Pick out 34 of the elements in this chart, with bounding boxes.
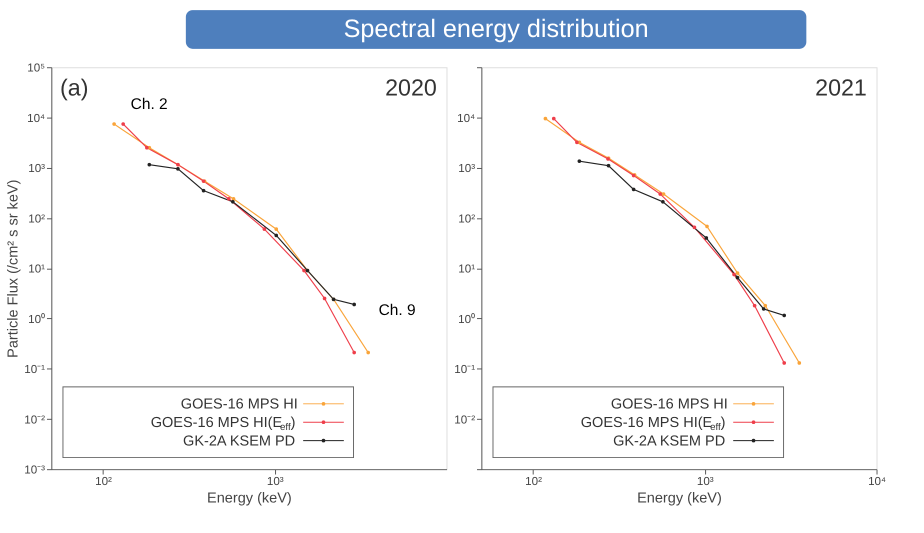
y-tick-label: 10¹ (458, 262, 476, 276)
legend-label: GOES-16 MPS HI (610, 396, 728, 413)
chart-title: Spectral energy distribution (344, 15, 649, 44)
y-tick-label: 10² (28, 212, 46, 226)
y-tick-label: 10³ (458, 162, 476, 176)
annotation: (a) (60, 74, 88, 100)
legend-label: GK-2A KSEM PD (183, 433, 296, 450)
annotation: Ch. 2 (130, 96, 168, 113)
x-tick-label: 10² (95, 475, 112, 488)
y-tick-label: 10⁻² (454, 413, 476, 426)
x-tick-label: 10⁴ (868, 475, 886, 488)
y-tick-label: 10⁴ (457, 112, 476, 125)
legend-label: GOES-16 MPS HI (180, 396, 298, 413)
annotation: 2020 (385, 74, 437, 100)
y-tick-label: 10² (458, 212, 476, 226)
x-tick-label: 10² (525, 475, 542, 488)
y-tick-label: 10⁵ (27, 62, 46, 75)
legend-label: GK-2A KSEM PD (613, 433, 726, 450)
y-tick-label: 10⁻¹ (24, 363, 46, 376)
x-axis-title: Energy (keV) (207, 490, 292, 507)
y-tick-label: 10¹ (28, 262, 46, 276)
y-tick-label: 10⁰ (28, 312, 46, 326)
y-tick-label: 10⁻² (24, 413, 46, 426)
y-tick-label: 10³ (28, 162, 46, 176)
y-tick-label: 10⁴ (27, 112, 46, 125)
y-axis-title: Particle Flux (/cm² s sr keV) (6, 180, 22, 358)
y-tick-label: 10⁻³ (24, 464, 46, 477)
x-tick-label: 10³ (696, 475, 714, 488)
annotation: 2021 (815, 74, 867, 100)
x-axis-title: Energy (keV) (637, 490, 722, 507)
y-tick-label: 10⁰ (458, 312, 476, 326)
y-tick-label: 10⁻¹ (454, 363, 476, 376)
annotation: Ch. 9 (378, 302, 416, 320)
x-tick-label: 10³ (266, 475, 284, 488)
